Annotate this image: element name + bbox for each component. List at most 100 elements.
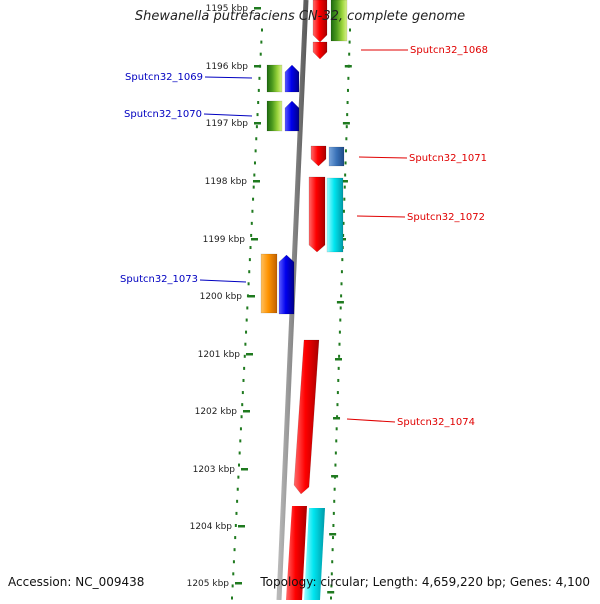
left-dotted-guide — [248, 258, 251, 262]
ruler-tick-mark — [243, 410, 250, 413]
ruler-tick-mark — [235, 582, 242, 585]
gene-feature-bar[interactable] — [266, 100, 283, 132]
left-dotted-guide — [249, 246, 252, 250]
gene-label[interactable]: Sputcn32_1071 — [409, 153, 487, 164]
ruler-tick-label: 1203 kbp — [193, 465, 236, 475]
gene-label[interactable]: Sputcn32_1072 — [407, 212, 485, 223]
gene-arrow-forward[interactable] — [293, 339, 320, 495]
ruler-tick-label: 1204 kbp — [190, 522, 233, 532]
ruler-tick-mark — [246, 353, 253, 356]
right-dotted-guide — [346, 88, 349, 92]
right-dotted-guide — [338, 354, 341, 358]
ruler-tick-label: 1199 kbp — [203, 235, 246, 245]
left-dotted-guide — [238, 451, 241, 455]
left-dotted-guide — [255, 125, 258, 129]
left-dotted-guide — [259, 52, 262, 56]
gene-feature-bar[interactable] — [266, 64, 283, 93]
left-dotted-guide — [243, 366, 246, 370]
left-dotted-guide — [235, 511, 238, 515]
left-dotted-guide — [247, 282, 250, 286]
gene-label[interactable]: Sputcn32_1068 — [410, 45, 488, 56]
gene-arrow-forward[interactable] — [308, 176, 326, 253]
right-dotted-guide — [332, 523, 335, 527]
left-dotted-guide — [255, 137, 258, 141]
left-dotted-guide — [253, 173, 256, 177]
gene-arrow-forward[interactable] — [312, 41, 328, 60]
left-dotted-guide — [231, 596, 233, 600]
right-dotted-guide — [344, 161, 347, 165]
right-dotted-guide — [338, 330, 341, 334]
left-dotted-guide — [250, 233, 253, 237]
right-dotted-guide — [346, 101, 349, 105]
gene-label-leader — [356, 215, 406, 218]
gene-arrow-reverse[interactable] — [278, 254, 295, 315]
right-dotted-guide — [348, 40, 351, 44]
right-dotted-guide — [342, 221, 345, 225]
ruler-tick-mark — [254, 122, 261, 125]
gene-feature-bar[interactable] — [328, 146, 345, 167]
gene-feature-bar[interactable] — [260, 253, 278, 314]
right-dotted-guide — [342, 233, 345, 237]
guide-tick-mark — [333, 417, 341, 420]
left-dotted-guide — [253, 161, 256, 165]
left-dotted-guide — [239, 439, 242, 443]
left-dotted-guide — [239, 427, 242, 431]
left-dotted-guide — [238, 463, 241, 467]
left-dotted-guide — [236, 499, 239, 503]
right-dotted-guide — [347, 76, 350, 80]
guide-tick-mark — [334, 358, 342, 361]
topology-text: Topology: circular; Length: 4,659,220 bp… — [260, 575, 590, 589]
ruler-tick-label: 1201 kbp — [198, 350, 241, 360]
right-dotted-guide — [344, 173, 347, 177]
left-dotted-guide — [236, 487, 239, 491]
right-dotted-guide — [342, 209, 345, 213]
gene-label[interactable]: Sputcn32_1069 — [125, 72, 203, 83]
gene-label-leader — [199, 279, 247, 283]
right-dotted-guide — [340, 282, 343, 286]
gene-label-leader — [203, 113, 253, 117]
right-dotted-guide — [336, 415, 339, 419]
ruler-tick-mark — [254, 65, 261, 68]
left-dotted-guide — [234, 523, 237, 527]
gene-arrow-forward[interactable] — [286, 506, 307, 600]
gene-label[interactable]: Sputcn32_1070 — [124, 109, 202, 120]
gene-label-leader — [358, 156, 408, 159]
left-dotted-guide — [246, 306, 249, 310]
right-dotted-guide — [330, 596, 332, 600]
right-dotted-guide — [337, 378, 340, 382]
gene-feature-bar[interactable] — [326, 177, 344, 253]
ruler-tick-label: 1197 kbp — [206, 119, 249, 129]
right-dotted-guide — [344, 149, 347, 153]
left-dotted-guide — [244, 342, 247, 346]
right-dotted-guide — [349, 28, 351, 32]
gene-arrow-reverse[interactable] — [284, 64, 300, 93]
gene-arrow-reverse[interactable] — [284, 100, 300, 132]
right-dotted-guide — [339, 306, 342, 310]
left-dotted-guide — [258, 76, 261, 80]
left-dotted-guide — [257, 101, 260, 105]
left-dotted-guide — [260, 40, 263, 44]
left-dotted-guide — [231, 584, 234, 588]
right-dotted-guide — [339, 318, 342, 322]
right-dotted-guide — [343, 197, 346, 201]
gene-label[interactable]: Sputcn32_1074 — [397, 417, 475, 428]
guide-tick-mark — [344, 65, 352, 68]
gene-feature-bar[interactable] — [304, 508, 325, 600]
right-dotted-guide — [331, 560, 334, 564]
gene-arrow-forward[interactable] — [312, 0, 328, 43]
gene-feature-bar[interactable] — [330, 0, 348, 42]
left-dotted-guide — [241, 403, 244, 407]
left-dotted-guide — [246, 294, 249, 298]
gene-arrow-forward[interactable] — [310, 145, 327, 167]
ruler-tick-mark — [253, 180, 260, 183]
ruler-tick-label: 1205 kbp — [187, 579, 230, 589]
ruler-tick-label: 1200 kbp — [200, 292, 243, 302]
ruler-tick-label: 1202 kbp — [195, 407, 238, 417]
ruler-tick-mark — [248, 295, 255, 298]
right-dotted-guide — [338, 342, 341, 346]
left-dotted-guide — [254, 149, 257, 153]
left-dotted-guide — [252, 197, 255, 201]
accession-text: Accession: NC_009438 — [8, 575, 145, 589]
gene-label[interactable]: Sputcn32_1073 — [120, 274, 198, 285]
